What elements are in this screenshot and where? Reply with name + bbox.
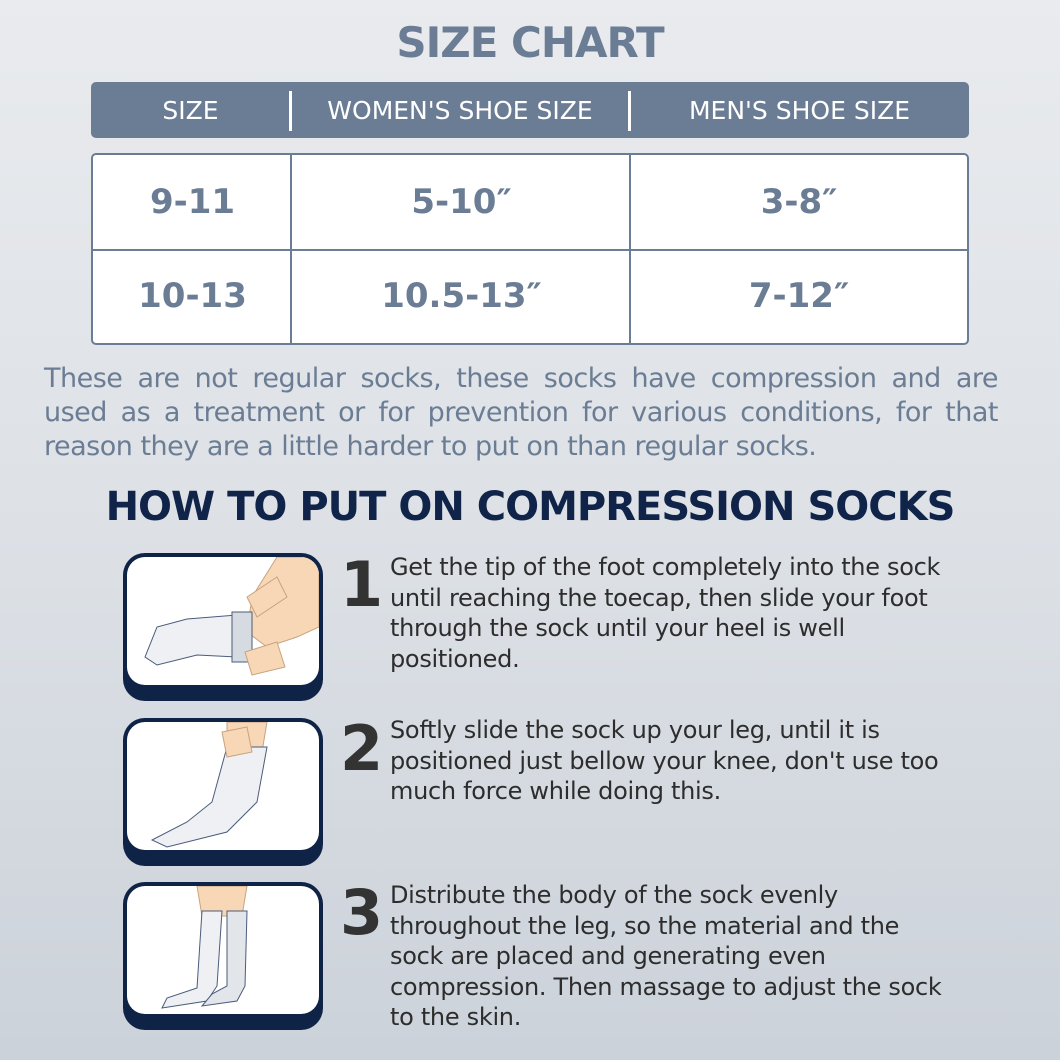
step-2-number: 2 xyxy=(340,712,384,785)
header-divider xyxy=(628,91,631,131)
cell-size: 10-13 xyxy=(138,276,247,316)
header-womens: WOMEN'S SHOE SIZE xyxy=(327,95,593,125)
header-mens: MEN'S SHOE SIZE xyxy=(688,95,910,125)
legs-with-knee-socks-illustration xyxy=(161,886,248,1009)
step-1-text: Get the tip of the foot completely into … xyxy=(390,553,941,673)
cell-size: 9-11 xyxy=(149,182,236,222)
header-divider xyxy=(289,91,292,131)
size-table: 9-11 5-10″ 3-8″ 10-13 10.5-13″ 7-12″ xyxy=(91,153,969,345)
step-3-number: 3 xyxy=(340,876,384,949)
cell-mens: 7-12″ xyxy=(748,276,850,316)
cell-mens: 3-8″ xyxy=(760,182,838,222)
step-1-number: 1 xyxy=(340,548,384,621)
header-size: SIZE xyxy=(162,95,219,125)
step-1-image-frame xyxy=(123,553,323,701)
how-to-heading: HOW TO PUT ON COMPRESSION SOCKS xyxy=(105,484,956,530)
size-chart-title: SIZE CHART xyxy=(396,18,664,67)
intro-text: These are not regular socks, these socks… xyxy=(44,363,999,462)
step-3-text: Distribute the body of the sock evenly t… xyxy=(390,881,942,1031)
step-2-text: Softly slide the sock up your leg, until… xyxy=(390,716,939,805)
hands-pulling-sock-illustration xyxy=(144,557,319,676)
sock-on-leg-illustration xyxy=(150,722,268,848)
table-row: 10-13 10.5-13″ 7-12″ xyxy=(93,249,967,343)
step-3-image-frame xyxy=(123,882,323,1030)
size-table-header: SIZE WOMEN'S SHOE SIZE MEN'S SHOE SIZE xyxy=(91,82,969,138)
cell-womens: 5-10″ xyxy=(411,182,512,222)
table-row: 9-11 5-10″ 3-8″ xyxy=(93,155,967,249)
cell-womens: 10.5-13″ xyxy=(381,276,542,316)
step-2-image-frame xyxy=(123,718,323,866)
row-divider xyxy=(93,249,967,251)
